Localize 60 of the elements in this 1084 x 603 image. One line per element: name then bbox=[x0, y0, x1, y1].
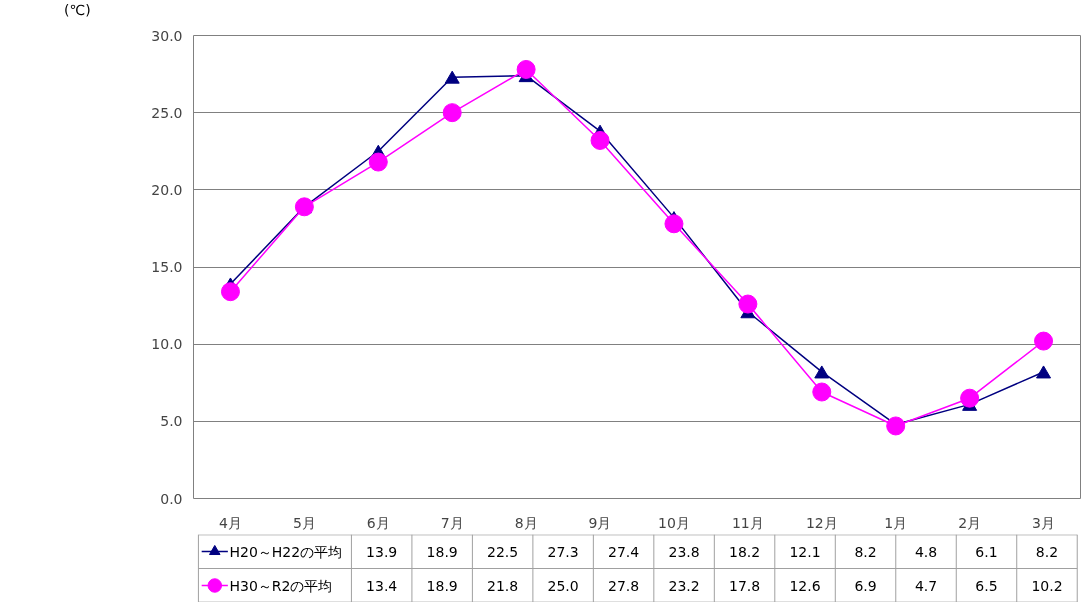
text: 6.5 bbox=[975, 577, 998, 594]
text: 8.2 bbox=[1035, 543, 1059, 560]
point bbox=[812, 382, 832, 402]
x-tick-label: 9月 bbox=[588, 514, 612, 531]
x-tick-label: 7月 bbox=[440, 514, 464, 531]
point bbox=[368, 152, 388, 172]
text: 25.0 bbox=[547, 577, 579, 594]
x-tick-label: 8月 bbox=[514, 514, 538, 531]
point bbox=[444, 70, 460, 84]
point bbox=[960, 388, 980, 408]
x-tick-label: 4月 bbox=[219, 514, 242, 531]
y-tick-label: 15.0 bbox=[151, 259, 183, 275]
point bbox=[1036, 365, 1052, 379]
text: 23.2 bbox=[668, 577, 700, 594]
legend-label: H30～R2の平均 bbox=[229, 577, 333, 594]
text: 18.9 bbox=[426, 543, 458, 560]
text: 4.7 bbox=[914, 577, 938, 594]
text: 12.1 bbox=[789, 543, 821, 560]
y-tick-label: 5.0 bbox=[160, 413, 183, 430]
point bbox=[1034, 331, 1054, 351]
text: 22.5 bbox=[487, 543, 519, 560]
text: 13.4 bbox=[366, 577, 398, 594]
text: 27.8 bbox=[608, 577, 640, 594]
y-tick-label: 20.0 bbox=[151, 181, 183, 198]
text: 4.8 bbox=[914, 543, 938, 560]
text: 6.1 bbox=[975, 543, 998, 560]
x-tick-label: 10月 bbox=[658, 514, 690, 531]
y-tick-label: 25.0 bbox=[151, 104, 183, 121]
point bbox=[738, 294, 758, 314]
x-tick-label: 6月 bbox=[366, 514, 390, 531]
text: 18.2 bbox=[728, 543, 761, 560]
text: 8.2 bbox=[854, 543, 877, 560]
text: 23.8 bbox=[668, 543, 700, 560]
point bbox=[516, 59, 536, 79]
point bbox=[814, 365, 830, 379]
text: 27.4 bbox=[608, 543, 640, 560]
text: 6.9 bbox=[854, 577, 877, 594]
text: 27.3 bbox=[547, 543, 579, 560]
text: 21.8 bbox=[487, 577, 519, 594]
text: 12.6 bbox=[789, 577, 821, 594]
legend-label: H20～H22の平均 bbox=[229, 543, 343, 560]
x-tick-label: 11月 bbox=[731, 514, 764, 531]
text: 13.9 bbox=[366, 543, 398, 560]
text: 18.9 bbox=[426, 577, 458, 594]
x-tick-label: 1月 bbox=[884, 514, 908, 531]
y-axis-title: (℃) bbox=[64, 1, 91, 20]
point bbox=[886, 416, 906, 436]
point bbox=[220, 282, 240, 302]
x-tick-label: 2月 bbox=[958, 514, 982, 531]
point bbox=[590, 130, 610, 150]
text: 17.8 bbox=[728, 577, 761, 594]
point bbox=[664, 214, 684, 234]
x-tick-label: 5月 bbox=[292, 514, 316, 531]
x-tick-label: 12月 bbox=[805, 514, 838, 531]
x-tick-label: 3月 bbox=[1032, 514, 1056, 531]
y-tick-label: 0.0 bbox=[160, 490, 183, 507]
y-tick-label: 30.0 bbox=[151, 27, 183, 44]
text: 10.2 bbox=[1031, 577, 1063, 594]
point bbox=[442, 103, 462, 123]
y-tick-label: 10.0 bbox=[151, 336, 183, 353]
